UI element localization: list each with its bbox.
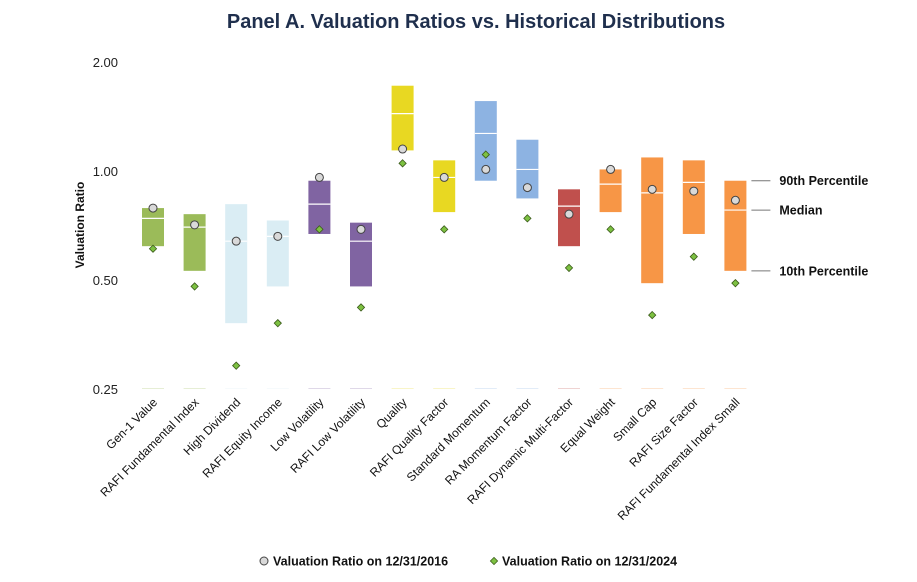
point-2024 <box>398 159 407 168</box>
range-bar <box>599 169 622 213</box>
category-label: RAFI Equity Income <box>200 395 286 481</box>
point-2016 <box>231 236 241 246</box>
base-stub <box>558 388 580 389</box>
base-stub <box>474 388 497 389</box>
point-2016 <box>730 195 740 205</box>
annotation-label: 10th Percentile <box>779 264 868 278</box>
base-stub <box>225 388 248 389</box>
base-stub <box>308 388 331 389</box>
y-tick-label: 0.25 <box>93 382 118 397</box>
legend-label-2024: Valuation Ratio on 12/31/2024 <box>502 555 677 569</box>
range-bar <box>682 160 705 234</box>
annotation-label: 90th Percentile <box>779 174 868 188</box>
annotation-label: Median <box>779 204 822 218</box>
base-stub <box>266 388 289 389</box>
range-bar <box>724 180 747 271</box>
point-2016 <box>314 172 324 182</box>
point-2016 <box>273 231 283 241</box>
range-bar <box>142 208 164 247</box>
y-tick-label: 0.50 <box>93 273 118 288</box>
range-bar <box>266 220 289 287</box>
legend-circle-icon <box>259 556 269 566</box>
point-2016 <box>522 183 532 193</box>
legend-diamond-icon <box>489 556 499 566</box>
point-2024 <box>481 150 490 159</box>
base-stub <box>142 388 164 389</box>
range-bar <box>433 160 456 213</box>
category-label: RAFI Quality Factor <box>367 395 451 479</box>
range-bar <box>308 180 331 234</box>
point-2016 <box>148 203 158 213</box>
bars-group <box>142 85 747 389</box>
point-2024 <box>440 225 449 234</box>
point-2016 <box>647 184 657 194</box>
base-stub <box>599 388 622 389</box>
y-tick-label: 2.00 <box>93 55 118 70</box>
point-2024 <box>731 279 740 288</box>
base-stub <box>516 388 539 389</box>
point-2024 <box>523 214 532 223</box>
base-stub <box>433 388 456 389</box>
base-stub <box>641 388 664 389</box>
markers-group <box>148 144 740 370</box>
point-2024 <box>190 282 199 291</box>
range-bar <box>225 204 248 324</box>
percentile-annotations: 90th Percentile Median 10th Percentile <box>751 174 868 278</box>
point-2024 <box>273 318 282 328</box>
point-2016 <box>356 224 366 234</box>
point-2024 <box>564 263 574 273</box>
y-tick-label: 1.00 <box>93 164 118 179</box>
point-2016 <box>564 209 574 219</box>
range-bar <box>183 214 206 271</box>
range-bar <box>391 85 414 151</box>
point-2024 <box>148 244 158 253</box>
point-2024 <box>689 252 698 261</box>
chart-title: Panel A. Valuation Ratios vs. Historical… <box>227 11 725 33</box>
category-label: Quality <box>373 395 409 431</box>
point-2016 <box>398 144 408 154</box>
y-axis-label: Valuation Ratio <box>73 182 87 269</box>
point-2024 <box>648 310 657 320</box>
point-2024 <box>315 225 324 234</box>
point-2016 <box>190 220 200 230</box>
legend: Valuation Ratio on 12/31/2016 Valuation R… <box>259 555 677 569</box>
range-bar <box>350 222 372 287</box>
point-2016 <box>439 172 449 182</box>
point-2016 <box>481 164 491 174</box>
base-stub <box>682 388 705 389</box>
base-stub <box>724 388 747 389</box>
category-label: RAFI Low Volatility <box>287 395 368 476</box>
base-stub <box>183 388 206 389</box>
base-stub <box>391 388 414 389</box>
point-2024 <box>606 225 615 234</box>
point-2024 <box>232 361 241 370</box>
range-bar <box>474 101 497 181</box>
point-2024 <box>356 303 366 312</box>
point-2016 <box>689 186 699 196</box>
range-bar <box>641 157 664 284</box>
point-2016 <box>606 164 616 174</box>
legend-label-2016: Valuation Ratio on 12/31/2016 <box>273 555 448 569</box>
y-axis: 0.25 0.50 1.00 2.00 <box>93 55 118 397</box>
base-stub <box>350 388 372 389</box>
